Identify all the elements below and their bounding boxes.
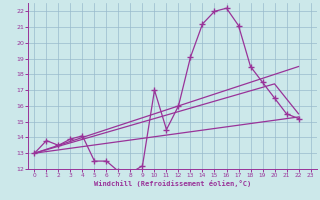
X-axis label: Windchill (Refroidissement éolien,°C): Windchill (Refroidissement éolien,°C) — [94, 180, 251, 187]
